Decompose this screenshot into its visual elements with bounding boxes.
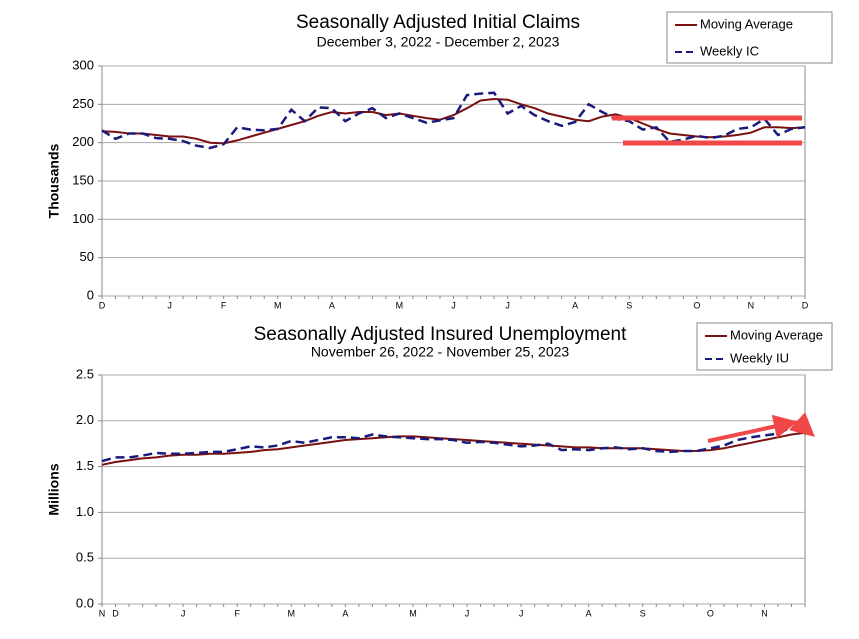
y-tick-label: 150 <box>72 172 94 187</box>
x-tick-label: A <box>329 300 335 310</box>
series-line <box>101 431 806 466</box>
x-tick-label: M <box>396 300 404 310</box>
legend-label: Weekly IU <box>730 350 789 365</box>
chart-subtitle: November 26, 2022 - November 25, 2023 <box>311 344 570 360</box>
chart-title: Seasonally Adjusted Insured Unemployment <box>254 324 628 345</box>
x-tick-label: D <box>112 608 119 618</box>
x-tick-label: A <box>572 300 578 310</box>
x-tick-label: O <box>693 300 700 310</box>
x-tick-label: J <box>519 608 524 618</box>
x-tick-label: O <box>707 608 714 618</box>
x-tick-label: J <box>181 608 186 618</box>
y-axis-label: Thousands <box>46 143 62 218</box>
y-tick-label: 100 <box>72 211 94 226</box>
x-tick-label: A <box>342 608 348 618</box>
x-tick-label: J <box>465 608 470 618</box>
chart-subtitle: December 3, 2022 - December 2, 2023 <box>317 34 560 50</box>
chart-title: Seasonally Adjusted Initial Claims <box>296 12 580 33</box>
x-tick-label: J <box>451 300 456 310</box>
y-tick-label: 300 <box>72 57 94 72</box>
annotation-arrow <box>707 414 798 443</box>
series-line <box>101 425 806 463</box>
x-tick-label: D <box>802 300 809 310</box>
x-tick-label: S <box>640 608 646 618</box>
y-tick-label: 2.0 <box>76 412 94 427</box>
x-tick-label: J <box>505 300 510 310</box>
x-tick-label: M <box>288 608 296 618</box>
y-tick-label: 50 <box>80 249 94 264</box>
legend-label: Weekly IC <box>700 43 759 58</box>
y-axis-label: Millions <box>46 463 62 515</box>
x-tick-label: F <box>221 300 227 310</box>
x-tick-label: N <box>99 608 106 618</box>
annotation-arrow <box>789 412 815 437</box>
x-tick-label: A <box>586 608 592 618</box>
charts: Seasonally Adjusted Initial ClaimsDecemb… <box>46 11 833 618</box>
series-line <box>101 91 806 150</box>
x-tick-label: M <box>409 608 417 618</box>
y-tick-label: 1.5 <box>76 458 94 473</box>
annotations <box>612 115 815 443</box>
y-tick-label: 2.5 <box>76 366 94 381</box>
y-tick-label: 0.0 <box>76 595 94 610</box>
legend-label: Moving Average <box>730 327 823 342</box>
x-tick-label: D <box>99 300 106 310</box>
y-tick-label: 250 <box>72 96 94 111</box>
legend-box <box>666 11 833 64</box>
x-tick-label: J <box>167 300 172 310</box>
y-tick-label: 1.0 <box>76 504 94 519</box>
x-tick-label: M <box>274 300 282 310</box>
x-tick-label: N <box>761 608 768 618</box>
x-tick-label: S <box>626 300 632 310</box>
y-tick-label: 0 <box>87 287 94 302</box>
x-tick-label: F <box>234 608 240 618</box>
plot-area <box>101 374 806 605</box>
y-tick-label: 200 <box>72 134 94 149</box>
x-tick-label: N <box>748 300 755 310</box>
legend-box <box>696 322 833 371</box>
legend-label: Moving Average <box>700 16 793 31</box>
series-line <box>101 97 806 145</box>
y-tick-label: 0.5 <box>76 550 94 565</box>
